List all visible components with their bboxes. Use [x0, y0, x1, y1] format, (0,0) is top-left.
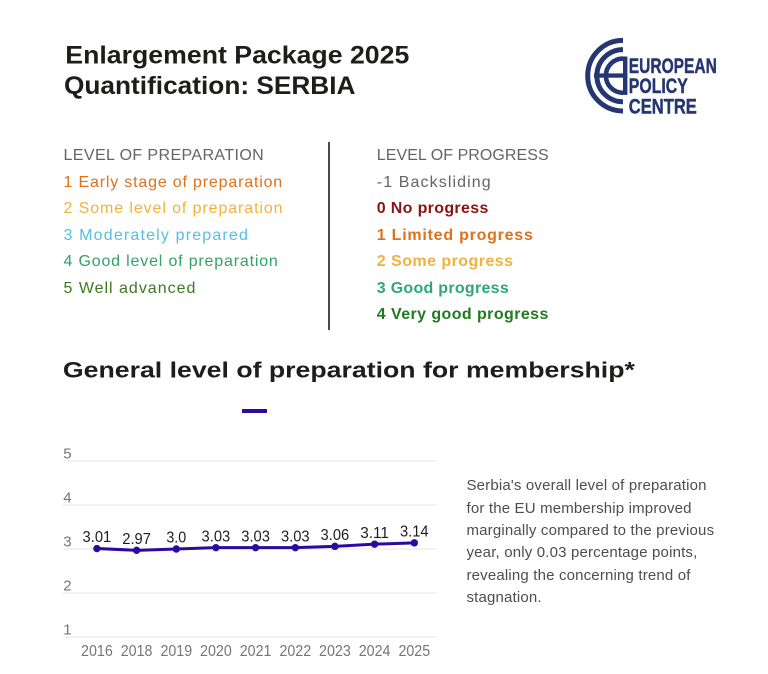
svg-text:2024: 2024 [359, 643, 391, 660]
svg-text:2021: 2021 [240, 643, 272, 660]
svg-text:3.14: 3.14 [400, 524, 429, 541]
svg-text:2018: 2018 [121, 643, 153, 660]
svg-text:2023: 2023 [319, 643, 351, 660]
svg-text:2: 2 [63, 578, 71, 595]
svg-text:Quantification: SERBIA: Quantification: SERBIA [64, 72, 356, 100]
svg-text:1: 1 [63, 622, 71, 639]
svg-text:2.97: 2.97 [122, 531, 151, 548]
svg-text:2020: 2020 [200, 643, 232, 660]
svg-text:5: 5 [63, 446, 71, 463]
svg-text:CENTRE: CENTRE [629, 95, 697, 118]
svg-text:4: 4 [63, 490, 71, 507]
svg-text:3.06: 3.06 [321, 527, 350, 544]
svg-text:2022: 2022 [279, 643, 311, 660]
svg-text:POLICY: POLICY [629, 75, 688, 98]
svg-text:2025: 2025 [398, 643, 430, 660]
svg-text:3.03: 3.03 [241, 528, 270, 545]
svg-text:3.0: 3.0 [166, 530, 186, 547]
svg-text:General level of preparation f: General level of preparation for members… [63, 358, 636, 383]
svg-text:3.03: 3.03 [202, 528, 231, 545]
svg-text:3.03: 3.03 [281, 528, 310, 545]
svg-text:2019: 2019 [160, 643, 192, 660]
svg-text:3: 3 [63, 534, 71, 551]
svg-text:3.01: 3.01 [83, 529, 112, 546]
svg-text:Enlargement Package 2025: Enlargement Package 2025 [65, 42, 409, 70]
svg-text:EUROPEAN: EUROPEAN [629, 55, 717, 78]
svg-text:2016: 2016 [81, 643, 113, 660]
svg-text:3.11: 3.11 [360, 525, 389, 542]
